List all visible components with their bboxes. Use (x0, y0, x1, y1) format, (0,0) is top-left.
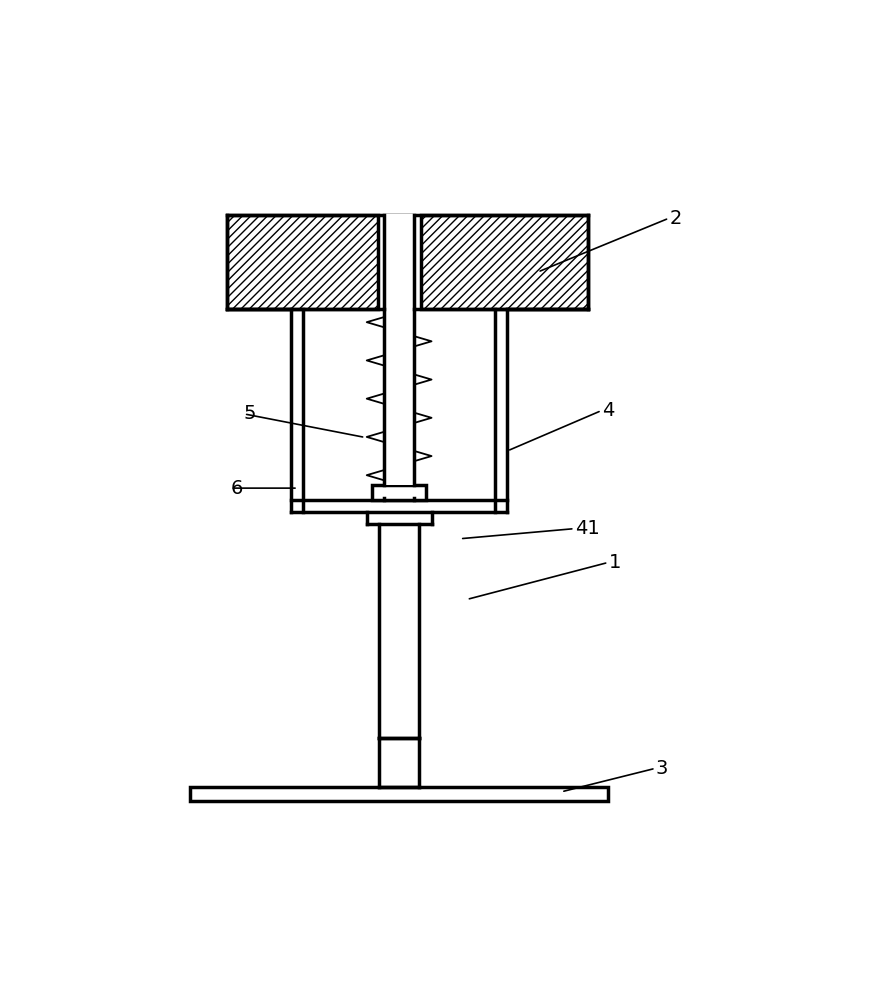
Text: 41: 41 (575, 519, 599, 538)
Text: 4: 4 (602, 401, 614, 420)
Bar (227, 215, 377, 309)
Bar (190, 787, 608, 801)
Bar (421, 215, 588, 309)
Text: 6: 6 (230, 479, 243, 498)
Bar (372, 485, 426, 500)
Text: 1: 1 (608, 553, 621, 572)
Text: 2: 2 (669, 209, 681, 228)
Text: 3: 3 (656, 759, 668, 778)
Bar (384, 309, 414, 485)
Text: 5: 5 (244, 404, 256, 423)
Bar (384, 214, 414, 310)
